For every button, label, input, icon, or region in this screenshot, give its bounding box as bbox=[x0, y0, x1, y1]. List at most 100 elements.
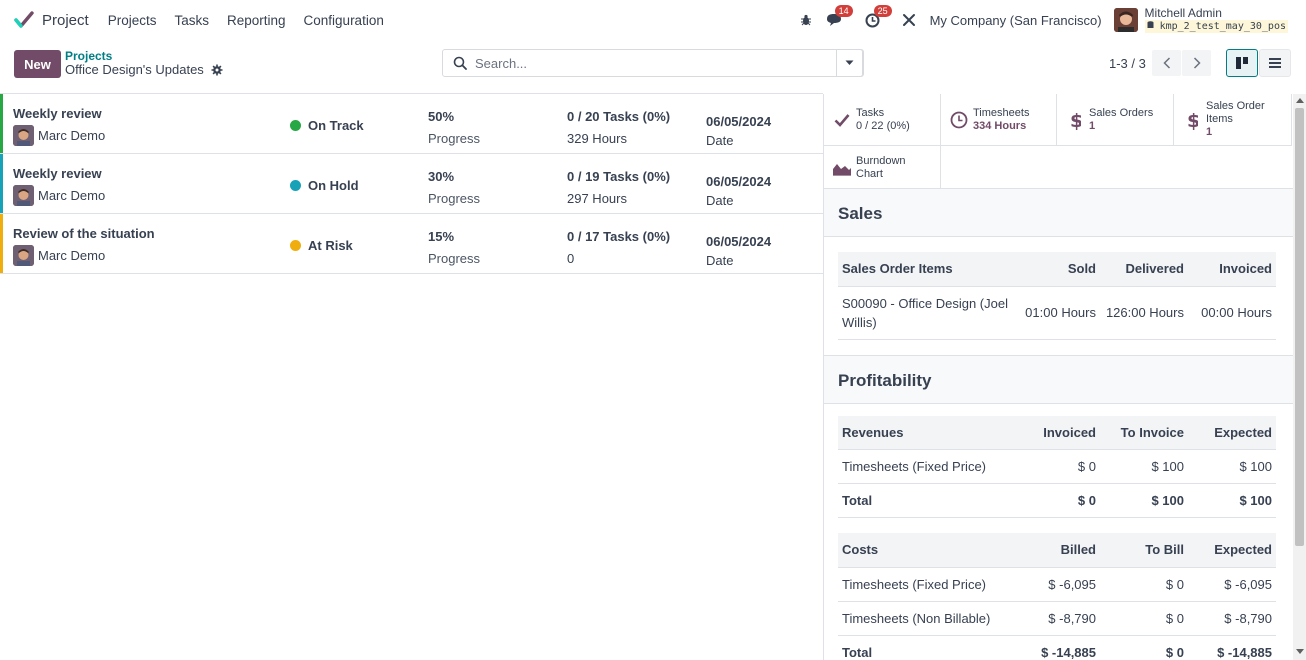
cost-line-link[interactable]: Timesheets (Non Billable) bbox=[838, 601, 1018, 636]
list-view-button[interactable] bbox=[1259, 49, 1291, 77]
status-stripe bbox=[0, 94, 3, 153]
date-value: 06/05/2024 bbox=[706, 234, 772, 249]
column-header: Expected bbox=[1188, 533, 1276, 568]
kanban-view-button[interactable] bbox=[1226, 49, 1258, 77]
update-author: Marc Demo bbox=[13, 125, 105, 146]
update-row[interactable]: Weekly review Marc Demo On Hold 30% Prog… bbox=[0, 154, 823, 214]
table-total-row: Total $ 0 $ 100 $ 100 bbox=[838, 483, 1276, 518]
breadcrumb-projects-link[interactable]: Projects bbox=[65, 49, 113, 63]
project-right-panel: Tasks 0 / 22 (0%) Timesheets 334 Hours $… bbox=[823, 94, 1293, 660]
sales-order-item-link[interactable]: S00090 - Office Design (Joel Willis) bbox=[838, 286, 1018, 340]
cost-line-link[interactable]: Timesheets (Fixed Price) bbox=[838, 567, 1018, 602]
scroll-up-arrow[interactable] bbox=[1296, 98, 1304, 103]
progress-label: Progress bbox=[428, 131, 481, 146]
status-stripe bbox=[0, 154, 3, 213]
revenue-line-link[interactable]: Timesheets (Fixed Price) bbox=[838, 449, 1018, 484]
total-expected: $ -14,885 bbox=[1188, 635, 1276, 660]
status-stripe bbox=[0, 214, 3, 273]
status-label: On Hold bbox=[308, 178, 359, 193]
menu-tasks[interactable]: Tasks bbox=[174, 12, 209, 28]
update-row[interactable]: Review of the situation Marc Demo At Ris… bbox=[0, 214, 823, 274]
column-header: Costs bbox=[838, 533, 1018, 568]
table-row: Timesheets (Fixed Price) $ 0 $ 100 $ 100 bbox=[838, 449, 1276, 484]
sales-orders-stat-button[interactable]: $ Sales Orders 1 bbox=[1057, 94, 1174, 146]
to-bill-value: $ 0 bbox=[1100, 601, 1188, 636]
date-value: 06/05/2024 bbox=[706, 114, 772, 129]
column-header: Invoiced bbox=[1018, 415, 1100, 450]
dollar-icon: $ bbox=[1061, 110, 1089, 130]
search-bar bbox=[442, 49, 864, 77]
pager-next-button[interactable] bbox=[1182, 50, 1211, 76]
pager-previous-button[interactable] bbox=[1152, 50, 1181, 76]
tasks-stat-button[interactable]: Tasks 0 / 22 (0%) bbox=[824, 94, 941, 146]
clock-icon bbox=[945, 111, 973, 129]
stat-buttons: Tasks 0 / 22 (0%) Timesheets 334 Hours $… bbox=[824, 94, 1293, 189]
burndown-chart-stat-button[interactable]: Burndown Chart bbox=[824, 146, 941, 189]
scrollbar-thumb[interactable] bbox=[1295, 108, 1304, 546]
progress-value: 50% bbox=[428, 109, 455, 124]
gear-icon[interactable] bbox=[211, 64, 223, 76]
main-menu: Projects Tasks Reporting Configuration bbox=[100, 13, 394, 28]
update-row[interactable]: Weekly review Marc Demo On Track 50% Pro… bbox=[0, 94, 823, 154]
total-expected: $ 100 bbox=[1188, 483, 1276, 518]
area-chart-icon bbox=[828, 160, 856, 176]
progress-value: 15% bbox=[428, 229, 455, 244]
dollar-icon: $ bbox=[1178, 110, 1206, 130]
update-status: On Track bbox=[290, 118, 364, 133]
to-invoice-value: $ 100 bbox=[1100, 449, 1188, 484]
project-updates-list: Weekly review Marc Demo On Track 50% Pro… bbox=[0, 93, 823, 274]
progress-value: 30% bbox=[428, 169, 455, 184]
user-avatar bbox=[13, 185, 34, 206]
table-header-row: Revenues Invoiced To Invoice Expected bbox=[838, 415, 1276, 450]
update-title: Weekly review bbox=[13, 106, 102, 121]
user-avatar bbox=[13, 125, 34, 146]
app-name: Project bbox=[42, 11, 89, 29]
stat-label: Tasks bbox=[856, 106, 885, 119]
column-header: Invoiced bbox=[1188, 252, 1276, 287]
systray: 14 25 My Company (San Francisco) Mitchel… bbox=[800, 0, 1306, 40]
update-author: Marc Demo bbox=[13, 245, 105, 266]
invoiced-value: $ 0 bbox=[1018, 449, 1100, 484]
update-status: On Hold bbox=[290, 178, 359, 193]
project-app-icon bbox=[14, 11, 34, 28]
user-avatar bbox=[1113, 8, 1138, 32]
profitability-section: Profitability Revenues Invoiced To Invoi… bbox=[824, 354, 1293, 660]
messages-badge: 14 bbox=[834, 5, 853, 17]
search-options-toggle[interactable] bbox=[836, 49, 863, 77]
billed-value: $ -8,790 bbox=[1018, 601, 1100, 636]
stat-label: Burndown Chart bbox=[856, 154, 906, 180]
panel-scrollbar[interactable] bbox=[1293, 94, 1306, 660]
search-input[interactable] bbox=[475, 55, 835, 71]
database-label: kmp_2_test_may_30_pos bbox=[1159, 21, 1286, 32]
chevron-left-icon bbox=[1162, 57, 1170, 69]
debug-bug-icon[interactable] bbox=[800, 14, 812, 26]
pager-value[interactable]: 1-3 / 3 bbox=[1109, 56, 1146, 71]
messages-icon[interactable]: 14 bbox=[826, 5, 853, 27]
user-menu[interactable]: Mitchell Admin kmp_2_test_may_30_pos bbox=[1113, 6, 1288, 33]
breadcrumb: Projects Office Design's Updates bbox=[65, 49, 223, 77]
author-name: Marc Demo bbox=[38, 188, 106, 203]
breadcrumb-current: Office Design's Updates bbox=[65, 62, 204, 77]
scroll-down-arrow[interactable] bbox=[1296, 649, 1304, 654]
status-label: At Risk bbox=[308, 238, 353, 253]
activities-clock-icon[interactable]: 25 bbox=[865, 4, 892, 28]
menu-projects[interactable]: Projects bbox=[107, 12, 157, 28]
sales-order-items-stat-button[interactable]: $ Sales Order Items 1 bbox=[1174, 94, 1292, 146]
stat-value: 1 bbox=[1089, 119, 1096, 132]
stat-value: 334 Hours bbox=[973, 119, 1027, 132]
app-brand[interactable]: Project bbox=[14, 10, 89, 30]
menu-configuration[interactable]: Configuration bbox=[303, 12, 384, 28]
stat-label: Sales Orders bbox=[1089, 106, 1154, 119]
company-switcher[interactable]: My Company (San Francisco) bbox=[929, 12, 1102, 28]
date-label: Date bbox=[706, 133, 734, 148]
timesheets-stat-button[interactable]: Timesheets 334 Hours bbox=[941, 94, 1057, 146]
update-date: 06/05/2024 Date bbox=[706, 232, 771, 270]
tasks-value: 0 / 20 Tasks (0%) bbox=[567, 109, 671, 124]
menu-reporting[interactable]: Reporting bbox=[226, 12, 286, 28]
user-name: Mitchell Admin bbox=[1144, 6, 1222, 20]
delivered-value: 126:00 Hours bbox=[1100, 286, 1188, 340]
new-button[interactable]: New bbox=[14, 50, 61, 78]
tools-icon[interactable] bbox=[902, 13, 916, 27]
table-header-row: Costs Billed To Bill Expected bbox=[838, 533, 1276, 568]
expected-value: $ -8,790 bbox=[1188, 601, 1276, 636]
